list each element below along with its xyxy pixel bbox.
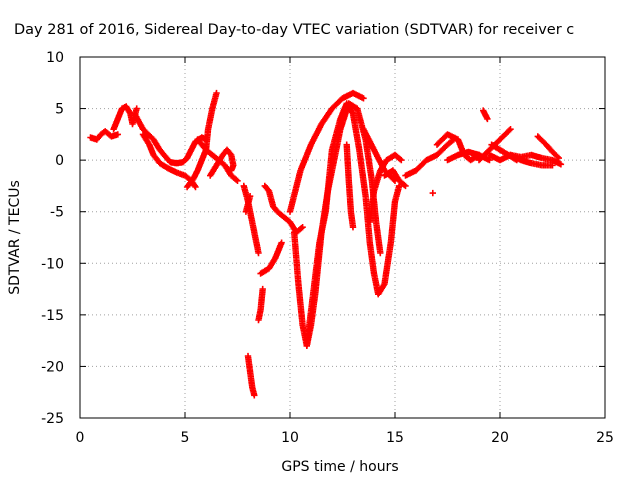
data-track-13 — [286, 89, 367, 215]
x-axis-label: GPS time / hours — [281, 459, 398, 475]
x-tick-label: 0 — [76, 430, 85, 446]
x-tick-label: 5 — [181, 430, 190, 446]
data-track-24 — [480, 107, 491, 123]
data-track-15 — [303, 100, 403, 349]
data-track-10 — [255, 285, 266, 324]
y-tick-label: -25 — [41, 411, 64, 427]
x-tick-label: 20 — [491, 430, 509, 446]
data-track-29 — [534, 133, 562, 162]
y-tick-label: -5 — [50, 205, 64, 221]
data-points — [87, 89, 565, 399]
y-tick-label: 5 — [55, 102, 64, 118]
tick-labels: 0 5 10 15 20 25 10 5 0 -5 -10 -15 -20 -25 — [41, 50, 614, 446]
grid-lines — [80, 57, 605, 418]
y-tick-label: 0 — [55, 153, 64, 169]
x-tick-label: 25 — [596, 430, 614, 446]
x-tick-label: 15 — [386, 430, 404, 446]
data-track-18 — [366, 151, 405, 226]
data-track-0 — [87, 128, 121, 143]
data-track-8 — [242, 193, 254, 215]
data-track-9 — [244, 352, 258, 399]
y-axis-label: SDTVAR / TECUs — [7, 180, 23, 295]
y-tick-label: 10 — [46, 50, 64, 66]
y-tick-label: -20 — [41, 359, 64, 375]
data-track-11 — [257, 239, 285, 277]
plot-frame — [79, 56, 606, 419]
data-track-19 — [381, 167, 409, 190]
data-track-12 — [261, 182, 306, 236]
data-track-28 — [507, 151, 556, 169]
chart-title: Day 281 of 2016, Sidereal Day-to-day VTE… — [14, 22, 574, 38]
x-tick-label: 10 — [281, 430, 299, 446]
data-track-16 — [343, 141, 357, 231]
data-track-7 — [240, 182, 262, 257]
data-track-20 — [402, 136, 457, 179]
data-track-21 — [429, 189, 436, 197]
y-tick-label: -10 — [41, 256, 64, 272]
y-tick-label: -15 — [41, 308, 64, 324]
data-track-6 — [207, 146, 237, 179]
